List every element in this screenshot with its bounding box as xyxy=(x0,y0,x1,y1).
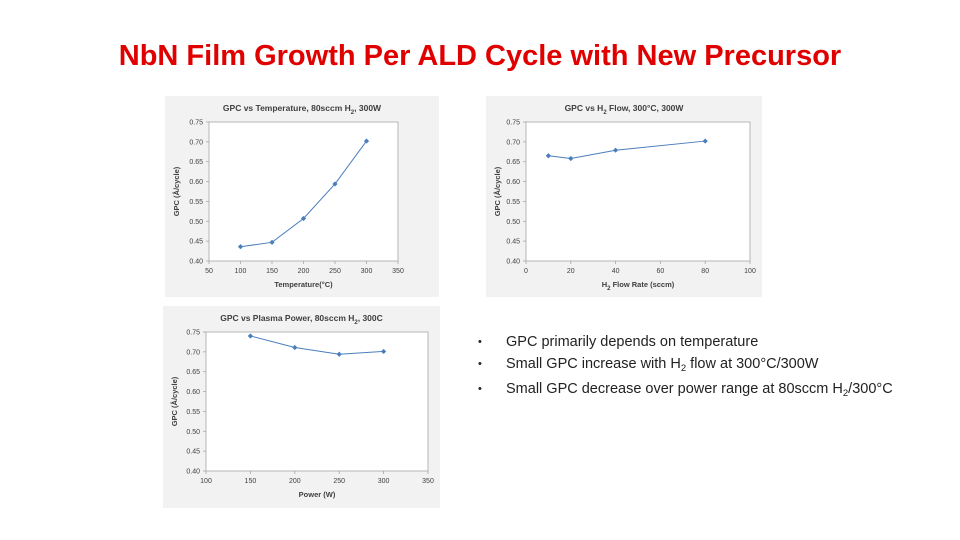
y-tick-label: 0.75 xyxy=(186,330,200,337)
x-tick-label: 40 xyxy=(612,268,620,275)
y-tick-label: 0.65 xyxy=(189,159,203,166)
gpc-vs-plasma-power-chart: GPC vs Plasma Power, 80sccm H2, 300C 0.40… xyxy=(170,313,434,499)
y-tick-label: 0.50 xyxy=(189,219,203,226)
data-point xyxy=(247,333,253,339)
series-line xyxy=(548,140,706,160)
bullet-text: GPC primarily depends on temperature xyxy=(506,334,759,350)
x-axis-label: Power (W) xyxy=(299,490,336,499)
y-tick-label: 0.50 xyxy=(506,219,520,226)
data-point xyxy=(237,244,244,250)
y-tick-label: 0.60 xyxy=(506,179,520,186)
y-tick-label: 0.65 xyxy=(186,369,200,376)
plot-area xyxy=(208,121,399,262)
plot-area xyxy=(525,121,751,262)
y-tick-label: 0.40 xyxy=(189,259,203,266)
y-tick-label: 0.55 xyxy=(506,199,520,206)
y-axis-label: GPC (Å/cycle) xyxy=(170,376,179,426)
bullet-text: /300°C xyxy=(848,381,893,397)
x-tick-label: 150 xyxy=(245,478,257,485)
x-tick-label: 100 xyxy=(200,478,212,485)
chart-title: GPC vs Plasma Power, 80sccm H2, 300C xyxy=(220,313,383,326)
text-part: GPC vs Temperature, 80sccm H xyxy=(223,103,351,113)
x-tick-label: 250 xyxy=(333,478,345,485)
series-line xyxy=(250,335,384,355)
x-tick-label: 100 xyxy=(235,268,247,275)
y-tick-label: 0.45 xyxy=(189,239,203,246)
x-tick-label: 350 xyxy=(422,478,434,485)
y-tick-label: 0.75 xyxy=(506,120,520,127)
text-part: , 300C xyxy=(358,313,383,323)
bullet-subscript: 2 xyxy=(842,388,849,399)
bullet-marker: • xyxy=(478,336,482,348)
y-tick-label: 0.40 xyxy=(186,469,200,476)
x-axis-label: H2 Flow Rate (sccm) xyxy=(602,280,675,292)
chart-title: GPC vs H2 Flow, 300°C, 300W xyxy=(565,103,685,116)
chart-panel-temperature: GPC vs Temperature, 80sccm H2, 300W 0.40 0… xyxy=(165,96,439,297)
plot-area xyxy=(205,331,429,472)
x-tick-label: 300 xyxy=(361,268,373,275)
y-tick-label: 0.40 xyxy=(506,259,520,266)
subscript: 2 xyxy=(607,286,611,292)
bullet-marker: • xyxy=(478,357,482,370)
bullet-item: • Small GPC increase with H2 flow at 300°… xyxy=(470,354,893,380)
y-tick-label: 0.70 xyxy=(506,139,520,146)
y-tick-label: 0.65 xyxy=(506,159,520,166)
y-tick-label: 0.75 xyxy=(189,120,203,127)
x-axis-label: Temperature(°C) xyxy=(274,280,333,289)
text-part: , 300W xyxy=(354,103,382,113)
x-tick-label: 60 xyxy=(657,268,665,275)
x-tick-label: 250 xyxy=(329,268,341,275)
x-tick-label: 20 xyxy=(567,268,575,275)
y-axis-label: GPC (Å/cycle) xyxy=(172,166,181,216)
y-tick-label: 0.55 xyxy=(186,409,200,416)
y-tick-label: 0.60 xyxy=(186,389,200,396)
chart-panel-h2-flow: GPC vs H2 Flow, 300°C, 300W 0.40 0.45 0.50 0… xyxy=(486,96,762,297)
data-point xyxy=(702,138,708,144)
x-tick-label: 150 xyxy=(266,268,278,275)
y-tick-label: 0.45 xyxy=(186,449,200,456)
y-tick-label: 0.60 xyxy=(189,179,203,186)
bullet-list: • GPC primarily depends on temperature • Sm… xyxy=(470,332,893,405)
gpc-vs-h2-flow-chart: GPC vs H2 Flow, 300°C, 300W0.400.450.500… xyxy=(493,103,756,292)
x-tick-label: 0 xyxy=(524,268,528,275)
subscript: 2 xyxy=(354,320,358,326)
y-tick-label: 0.70 xyxy=(186,349,200,356)
bullet-item: • GPC primarily depends on temperature xyxy=(470,332,893,354)
x-tick-label: 50 xyxy=(205,268,213,275)
x-tick-label: 300 xyxy=(378,478,390,485)
slide-title: NbN Film Growth Per ALD Cycle with New P… xyxy=(118,40,842,72)
bullet-text: Small GPC decrease over power range at 8… xyxy=(506,381,843,397)
bullet-subscript: 2 xyxy=(680,362,687,374)
data-point xyxy=(332,181,338,187)
x-tick-label: 200 xyxy=(289,478,301,485)
x-tick-label: 100 xyxy=(744,268,756,275)
x-tick-label: 350 xyxy=(392,268,404,275)
data-point xyxy=(269,239,275,245)
x-tick-label: 200 xyxy=(298,268,310,275)
y-tick-label: 0.70 xyxy=(189,139,203,146)
text-part: Flow Rate (sccm) xyxy=(611,280,675,289)
text-part: Flow, 300°C, 300W xyxy=(607,103,685,113)
x-tick-label: 80 xyxy=(701,268,709,275)
y-tick-label: 0.50 xyxy=(186,429,200,436)
bullet-item: • Small GPC decrease over power range at … xyxy=(470,379,893,405)
y-axis-label: GPC (Å/cycle) xyxy=(493,166,502,216)
y-tick-label: 0.45 xyxy=(506,239,520,246)
y-tick-label: 0.55 xyxy=(189,199,203,206)
subscript: 2 xyxy=(351,110,355,116)
bullet-text: flow at 300°C/300W xyxy=(686,355,819,372)
bullet-marker: • xyxy=(478,383,482,395)
gpc-vs-temperature-chart: GPC vs Temperature, 80sccm H2, 300W 0.40 0… xyxy=(172,103,404,289)
data-point xyxy=(363,138,370,144)
text-part: GPC vs H xyxy=(565,103,604,113)
bullet-text: Small GPC increase with H xyxy=(506,355,681,372)
chart-panel-plasma-power: GPC vs Plasma Power, 80sccm H2, 300C 0.40… xyxy=(163,306,440,508)
data-point xyxy=(300,215,307,222)
data-point xyxy=(613,147,619,153)
text-part: GPC vs Plasma Power, 80sccm H xyxy=(220,313,354,323)
chart-title: GPC vs Temperature, 80sccm H2, 300W xyxy=(223,103,382,116)
text-part: H xyxy=(602,280,607,289)
subscript: 2 xyxy=(603,110,607,116)
